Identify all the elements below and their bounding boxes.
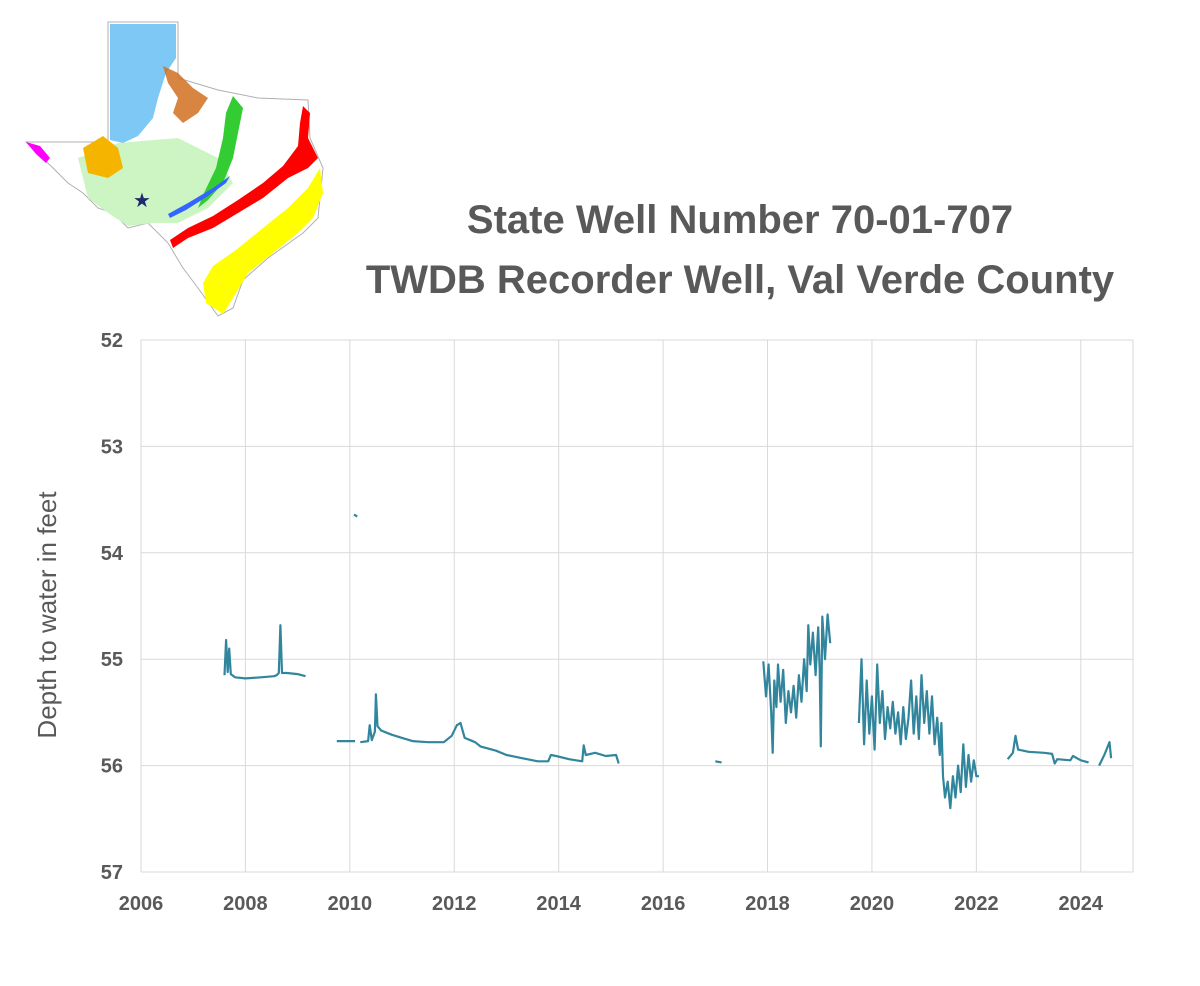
gulf-coast-region	[203, 168, 323, 314]
y-axis-label: Depth to water in feet	[32, 491, 62, 739]
x-tick-label: 2012	[432, 893, 477, 915]
y-tick-labels: 52 53 54 55 56 57	[101, 330, 124, 884]
x-gridlines	[140, 340, 1134, 872]
carrizo-wilcox-region	[170, 106, 318, 248]
y-tick-label: 56	[101, 756, 123, 778]
pecos-valley-region	[83, 136, 123, 178]
x-tick-label: 2008	[223, 893, 268, 915]
x-tick-label: 2006	[119, 893, 164, 915]
x-tick-labels: 2006 2008 2010 2012 2014 2016 2018 2020 2022 2024	[119, 893, 1104, 915]
x-tick-label: 2016	[641, 893, 686, 915]
trinity-region	[198, 96, 243, 208]
y-tick-label: 52	[101, 330, 123, 352]
y-tick-label: 54	[101, 543, 124, 565]
series-line-segment	[353, 513, 358, 518]
x-tick-label: 2024	[1059, 893, 1104, 915]
x-tick-label: 2020	[850, 893, 895, 915]
series-lines	[223, 513, 1113, 810]
series-line-segment	[223, 624, 306, 680]
texas-aquifer-map: ★	[24, 21, 324, 317]
ogallala-region	[110, 24, 176, 143]
hueco-mesilla-region	[26, 142, 50, 163]
series-line-segment	[360, 693, 620, 764]
y-tick-label: 55	[101, 649, 123, 671]
y-tick-label: 53	[101, 436, 123, 458]
series-line-segment	[1098, 741, 1113, 767]
x-tick-label: 2022	[954, 893, 999, 915]
series-line-segment	[1006, 734, 1089, 765]
star-icon: ★	[133, 188, 151, 212]
x-tick-label: 2014	[536, 893, 581, 915]
x-tick-label: 2018	[745, 893, 790, 915]
x-tick-label: 2010	[328, 893, 373, 915]
chart-title-line-1: State Well Number 70-01-707	[466, 198, 1014, 242]
series-line-segment	[715, 760, 722, 764]
series-line-segment	[762, 613, 832, 754]
seymour-region	[163, 66, 208, 123]
chart-title-line-2: TWDB Recorder Well, Val Verde County	[365, 258, 1115, 302]
edwards-bfz-region	[168, 176, 230, 218]
y-tick-label: 57	[101, 862, 123, 884]
series-line-segment	[857, 658, 979, 810]
y-gridlines	[141, 339, 1133, 873]
